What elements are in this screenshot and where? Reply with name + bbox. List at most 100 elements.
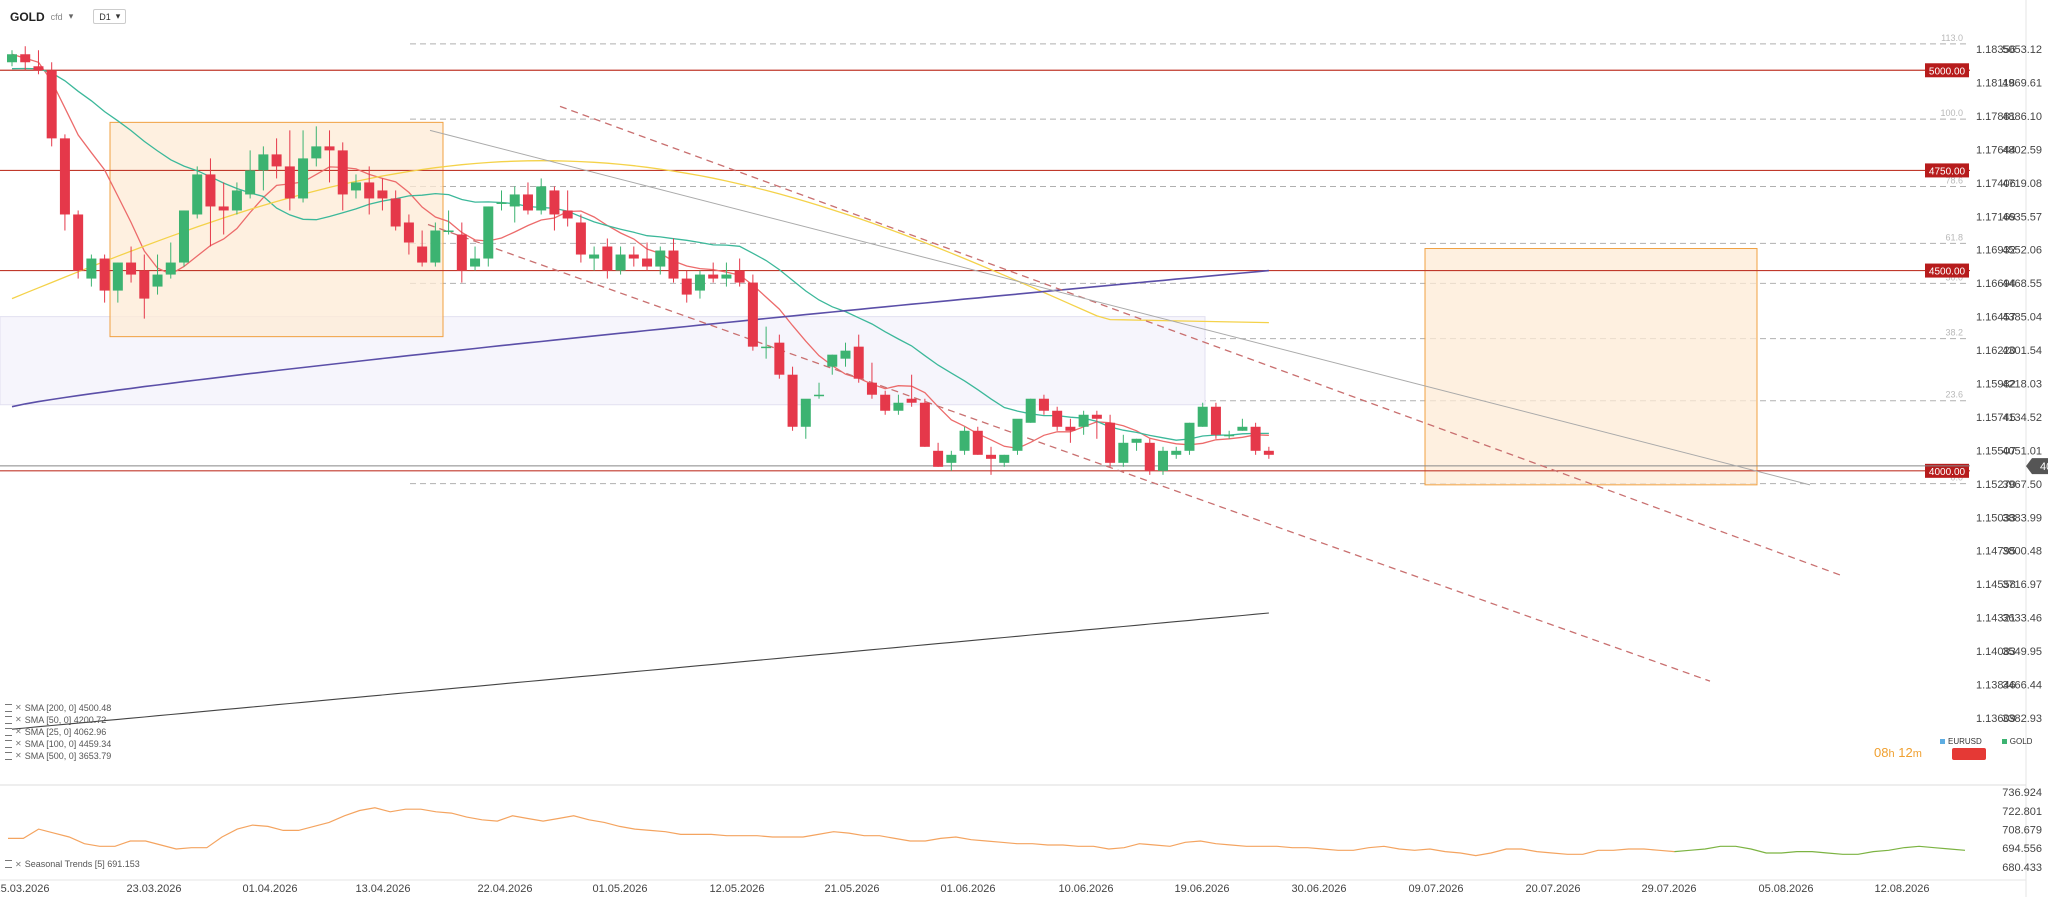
close-icon[interactable]: ✕ xyxy=(15,727,22,736)
chevron-down-icon[interactable]: ▾ xyxy=(68,11,74,21)
candle-body xyxy=(443,230,454,232)
indicator-sma200[interactable]: ✕ SMA [200, 0] 4500.48 xyxy=(5,702,111,714)
level-price-label: 5000.00 xyxy=(1929,66,1966,77)
fib-level-label: 38.2 xyxy=(1945,328,1963,338)
indicator-label: SMA [50, 0] 4200.72 xyxy=(24,715,107,725)
close-icon[interactable]: ✕ xyxy=(15,739,22,748)
level-price-label: 4750.00 xyxy=(1929,166,1966,177)
sma25-line xyxy=(11,53,1269,449)
indicator-sma500[interactable]: ✕ SMA [500, 0] 3653.79 xyxy=(5,750,111,762)
time-axis-tick: 01.05.2026 xyxy=(592,883,647,895)
candle-body xyxy=(245,170,256,195)
candle-body xyxy=(1263,450,1274,455)
compare-eurusd[interactable]: EURUSD xyxy=(1940,737,1982,746)
candle-body xyxy=(377,190,388,199)
eurusd-axis-tick: 1.17644 xyxy=(1976,144,2016,156)
eurusd-axis-tick: 1.16457 xyxy=(1976,312,2016,324)
time-axis-tick: 12.08.2026 xyxy=(1874,883,1929,895)
candle-body xyxy=(694,274,705,291)
candle-body xyxy=(1184,422,1195,451)
candle-body xyxy=(734,270,745,283)
candle-body xyxy=(364,182,375,199)
candle-body xyxy=(562,210,573,219)
menu-icon[interactable] xyxy=(5,704,12,712)
candle-body xyxy=(708,274,719,279)
seasonal-axis-tick: 708.679 xyxy=(2002,824,2042,836)
timer-hours: 08 xyxy=(1874,745,1889,760)
seasonal-axis-tick: 722.801 xyxy=(2002,806,2042,818)
seasonal-line-past xyxy=(8,807,1675,857)
compare-gold[interactable]: GOLD xyxy=(2001,737,2033,746)
chevron-down-icon: ▾ xyxy=(115,11,121,21)
candle-body xyxy=(1158,450,1169,471)
time-axis-tick: 10.06.2026 xyxy=(1058,883,1113,895)
time-axis-tick: 22.04.2026 xyxy=(477,883,532,895)
timer-minutes: 12 xyxy=(1898,745,1913,760)
compare-gold-label: GOLD xyxy=(2009,737,2033,746)
candle-body xyxy=(417,246,428,263)
candle-body xyxy=(496,202,507,204)
eurusd-axis-tick: 1.14321 xyxy=(1976,613,2016,625)
candle-body xyxy=(20,54,31,63)
series-color-icon xyxy=(2001,739,2007,744)
candle-body xyxy=(522,194,533,211)
indicator-label: SMA [500, 0] 3653.79 xyxy=(24,751,112,761)
close-icon[interactable]: ✕ xyxy=(15,751,22,760)
seasonal-legend[interactable]: ✕ Seasonal Trends [5] 691.153 xyxy=(5,859,140,869)
level-price-label: 4000.00 xyxy=(1929,467,1966,478)
highlight-box xyxy=(1424,248,1758,486)
menu-icon[interactable] xyxy=(5,716,12,724)
candle-timer: 08h 12m xyxy=(1874,745,1922,760)
candle-body xyxy=(1250,426,1261,451)
timeframe-select[interactable]: D1 ▾ xyxy=(93,9,127,24)
candle-body xyxy=(774,342,785,375)
candle-body xyxy=(139,270,150,299)
indicator-label: SMA [25, 0] 4062.96 xyxy=(24,727,107,737)
seasonal-label: Seasonal Trends [5] 691.153 xyxy=(24,859,140,869)
candle-body xyxy=(59,138,70,215)
candle-body xyxy=(866,382,877,395)
compare-eurusd-label: EURUSD xyxy=(1948,737,1982,746)
indicator-legend: ✕ SMA [200, 0] 4500.48 ✕ SMA [50, 0] 4200.… xyxy=(5,702,111,762)
menu-icon[interactable] xyxy=(5,752,12,760)
candle-body xyxy=(1065,426,1076,431)
gold-axis-tick: 3800.48 xyxy=(2002,546,2042,558)
candle-body xyxy=(536,186,547,211)
time-axis-tick: 05.08.2026 xyxy=(1758,883,1813,895)
close-icon[interactable]: ✕ xyxy=(15,859,22,869)
candle-body xyxy=(73,214,84,271)
candle-body xyxy=(324,146,335,151)
candle-body xyxy=(390,198,401,227)
menu-icon[interactable] xyxy=(5,728,12,736)
eurusd-axis-tick: 1.17881 xyxy=(1976,111,2016,123)
candle-body xyxy=(311,146,322,159)
indicator-sma25[interactable]: ✕ SMA [25, 0] 4062.96 xyxy=(5,726,111,738)
seasonal-axis-tick: 736.924 xyxy=(2002,787,2042,799)
candle-body xyxy=(337,150,348,195)
close-icon[interactable]: ✕ xyxy=(15,715,22,724)
candle-body xyxy=(642,258,653,267)
indicator-sma50[interactable]: ✕ SMA [50, 0] 4200.72 xyxy=(5,714,111,726)
candle-body xyxy=(258,154,269,171)
symbol-header[interactable]: GOLD cfd ▾ D1 ▾ xyxy=(10,9,127,24)
level-price-tag xyxy=(1925,63,1969,78)
candle-body xyxy=(972,430,983,455)
eurusd-axis-tick: 1.15745 xyxy=(1976,412,2016,424)
sma100-line xyxy=(11,160,1269,324)
gold-series-badge xyxy=(1952,748,1986,760)
gold-axis-tick: 4969.61 xyxy=(2002,77,2042,89)
eurusd-axis-tick: 1.18118 xyxy=(1976,77,2015,89)
candle-body xyxy=(589,254,600,259)
candle-body xyxy=(721,274,732,279)
close-icon[interactable]: ✕ xyxy=(15,703,22,712)
indicator-sma100[interactable]: ✕ SMA [100, 0] 4459.34 xyxy=(5,738,111,750)
time-axis-tick: 20.07.2026 xyxy=(1525,883,1580,895)
gold-axis-tick: 4051.01 xyxy=(2002,445,2042,457)
candle-body xyxy=(86,258,97,279)
candle-body xyxy=(827,354,838,367)
candle-body xyxy=(747,282,758,347)
menu-icon[interactable] xyxy=(5,860,12,868)
menu-icon[interactable] xyxy=(5,740,12,748)
fib-level-label: 23.6 xyxy=(1945,390,1963,400)
